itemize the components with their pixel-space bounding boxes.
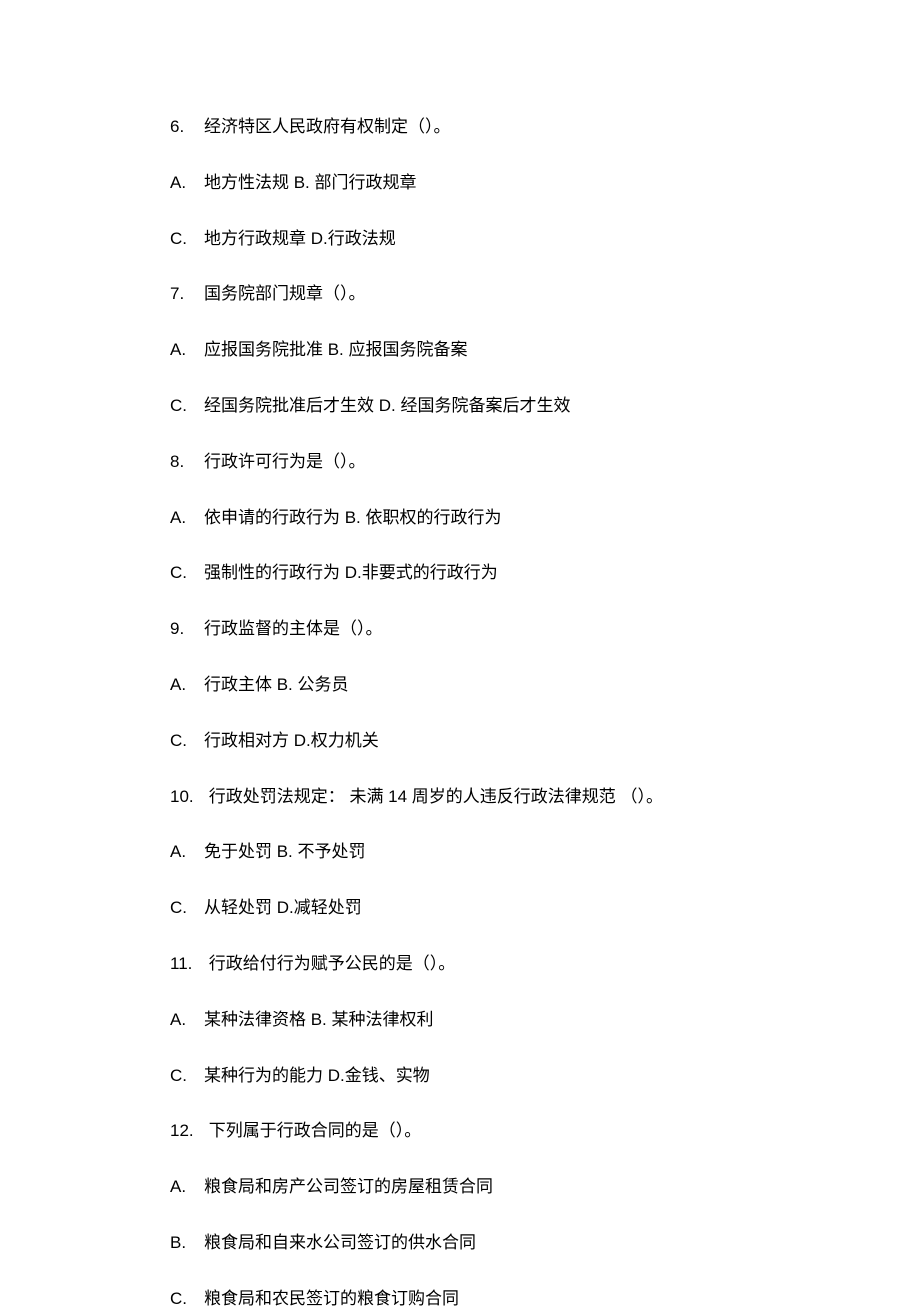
line-text: 从轻处罚 D.减轻处罚 xyxy=(204,898,362,917)
line-text: 应报国务院批准 B. 应报国务院备案 xyxy=(204,340,468,359)
text-line: 9.行政监督的主体是（）。 xyxy=(170,617,750,641)
line-text: 行政许可行为是（）。 xyxy=(204,452,366,471)
line-label: C. xyxy=(170,896,204,920)
text-line: A.粮食局和房产公司签订的房屋租赁合同 xyxy=(170,1175,750,1199)
text-line: C.强制性的行政行为 D.非要式的行政行为 xyxy=(170,561,750,585)
line-label: 7. xyxy=(170,282,204,306)
line-text: 地方性法规 B. 部门行政规章 xyxy=(204,173,417,192)
line-text: 粮食局和自来水公司签订的供水合同 xyxy=(204,1233,476,1252)
text-line: A.地方性法规 B. 部门行政规章 xyxy=(170,171,750,195)
line-text: 强制性的行政行为 D.非要式的行政行为 xyxy=(204,563,498,582)
line-text: 行政给付行为赋予公民的是（）。 xyxy=(204,954,455,973)
text-line: B.粮食局和自来水公司签订的供水合同 xyxy=(170,1231,750,1255)
line-label: B. xyxy=(170,1231,204,1255)
text-line: 12. 下列属于行政合同的是（）。 xyxy=(170,1119,750,1143)
line-text: 某种法律资格 B. 某种法律权利 xyxy=(204,1010,434,1029)
line-text: 依申请的行政行为 B. 依职权的行政行为 xyxy=(204,508,502,527)
line-text: 行政主体 B. 公务员 xyxy=(204,675,349,694)
line-text: 某种行为的能力 D.金钱、实物 xyxy=(204,1066,430,1085)
line-label: A. xyxy=(170,840,204,864)
line-text: 行政监督的主体是（）。 xyxy=(204,619,383,638)
line-label: A. xyxy=(170,673,204,697)
line-text: 经国务院批准后才生效 D. 经国务院备案后才生效 xyxy=(204,396,570,415)
text-line: A.某种法律资格 B. 某种法律权利 xyxy=(170,1008,750,1032)
text-line: C.粮食局和农民签订的粮食订购合同 xyxy=(170,1287,750,1311)
text-line: C.从轻处罚 D.减轻处罚 xyxy=(170,896,750,920)
line-label: 9. xyxy=(170,617,204,641)
line-label: C. xyxy=(170,227,204,251)
line-label: C. xyxy=(170,394,204,418)
line-text: 粮食局和房产公司签订的房屋租赁合同 xyxy=(204,1177,493,1196)
line-text: 粮食局和农民签订的粮食订购合同 xyxy=(204,1289,459,1308)
line-label: C. xyxy=(170,1287,204,1311)
text-line: 11. 行政给付行为赋予公民的是（）。 xyxy=(170,952,750,976)
line-label: 12. xyxy=(170,1119,204,1143)
text-line: C.经国务院批准后才生效 D. 经国务院备案后才生效 xyxy=(170,394,750,418)
line-text: 行政相对方 D.权力机关 xyxy=(204,731,379,750)
line-text: 免于处罚 B. 不予处罚 xyxy=(204,842,366,861)
line-label: C. xyxy=(170,1064,204,1088)
line-label: 11. xyxy=(170,952,204,976)
line-text: 国务院部门规章（）。 xyxy=(204,284,366,303)
line-label: A. xyxy=(170,1175,204,1199)
line-label: 10. xyxy=(170,785,204,809)
text-line: 10. 行政处罚法规定： 未满 14 周岁的人违反行政法律规范 （）。 xyxy=(170,785,750,809)
line-text: 行政处罚法规定： 未满 14 周岁的人违反行政法律规范 （）。 xyxy=(204,787,663,806)
text-line: 7.国务院部门规章（）。 xyxy=(170,282,750,306)
text-line: A.行政主体 B. 公务员 xyxy=(170,673,750,697)
text-line: A.应报国务院批准 B. 应报国务院备案 xyxy=(170,338,750,362)
document-body: 6.经济特区人民政府有权制定（）。A.地方性法规 B. 部门行政规章C.地方行政… xyxy=(170,115,750,1311)
line-label: A. xyxy=(170,506,204,530)
text-line: 6.经济特区人民政府有权制定（）。 xyxy=(170,115,750,139)
line-label: C. xyxy=(170,561,204,585)
line-label: 6. xyxy=(170,115,204,139)
line-text: 经济特区人民政府有权制定（）。 xyxy=(204,117,451,136)
text-line: A.依申请的行政行为 B. 依职权的行政行为 xyxy=(170,506,750,530)
text-line: C.某种行为的能力 D.金钱、实物 xyxy=(170,1064,750,1088)
text-line: C.行政相对方 D.权力机关 xyxy=(170,729,750,753)
line-text: 地方行政规章 D.行政法规 xyxy=(204,229,396,248)
line-label: A. xyxy=(170,338,204,362)
line-label: A. xyxy=(170,1008,204,1032)
line-label: C. xyxy=(170,729,204,753)
line-label: 8. xyxy=(170,450,204,474)
text-line: 8.行政许可行为是（）。 xyxy=(170,450,750,474)
text-line: C.地方行政规章 D.行政法规 xyxy=(170,227,750,251)
text-line: A.免于处罚 B. 不予处罚 xyxy=(170,840,750,864)
line-label: A. xyxy=(170,171,204,195)
line-text: 下列属于行政合同的是（）。 xyxy=(204,1121,421,1140)
